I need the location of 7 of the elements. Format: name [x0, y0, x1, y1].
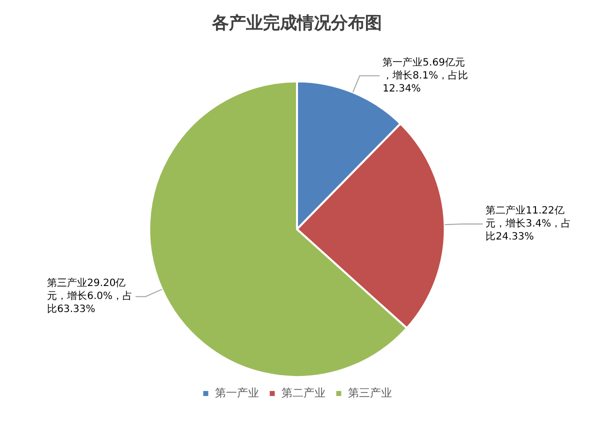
chart-title: 各产业完成情况分布图 — [211, 14, 382, 34]
legend-label: 第三产业 — [348, 386, 392, 400]
data-label: 第三产业29.20亿元，增长6.0%，占比63.33% — [47, 277, 133, 316]
data-label: 第二产业11.22亿元，增长3.4%，占比24.33% — [486, 204, 572, 243]
legend-label: 第一产业 — [214, 386, 259, 400]
data-label: 第一产业5.69亿元，增长8.1%，占比12.34% — [382, 56, 468, 94]
legend-label: 第二产业 — [281, 386, 326, 400]
